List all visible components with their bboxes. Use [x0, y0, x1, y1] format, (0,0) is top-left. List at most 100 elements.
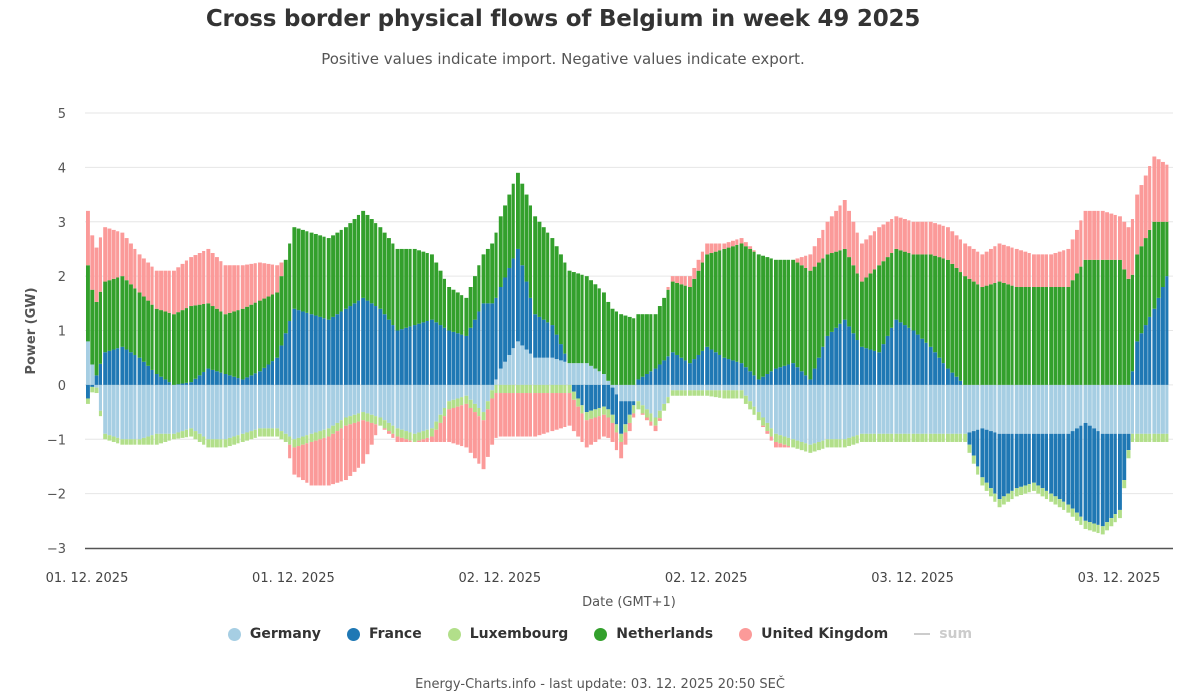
bar-germany[interactable] [877, 384, 882, 434]
bar-luxembourg[interactable] [262, 428, 267, 437]
bar-netherlands[interactable] [821, 258, 825, 347]
bar-united-kingdom[interactable] [503, 393, 507, 437]
bar-netherlands[interactable] [258, 300, 262, 372]
bar-netherlands[interactable] [107, 280, 112, 351]
bar-luxembourg[interactable] [1092, 523, 1097, 532]
bar-germany[interactable] [275, 384, 280, 429]
bar-united-kingdom[interactable] [1161, 161, 1165, 222]
bar-united-kingdom[interactable] [860, 243, 864, 282]
bar-united-kingdom[interactable] [623, 432, 628, 445]
bar-luxembourg[interactable] [1023, 485, 1028, 494]
bar-france[interactable] [713, 352, 718, 385]
bar-germany[interactable] [589, 365, 593, 385]
bar-germany[interactable] [202, 384, 206, 437]
bar-netherlands[interactable] [799, 265, 804, 372]
bar-netherlands[interactable] [765, 257, 770, 374]
bar-netherlands[interactable] [868, 273, 873, 350]
bar-united-kingdom[interactable] [232, 265, 237, 312]
bar-netherlands[interactable] [731, 246, 735, 361]
bar-luxembourg[interactable] [915, 433, 920, 442]
bar-netherlands[interactable] [864, 277, 869, 349]
bar-germany[interactable] [460, 384, 464, 398]
bar-luxembourg[interactable] [610, 414, 615, 423]
bar-germany[interactable] [662, 384, 667, 404]
bar-united-kingdom[interactable] [675, 276, 679, 283]
bar-germany[interactable] [1083, 384, 1088, 423]
bar-netherlands[interactable] [976, 284, 980, 385]
bar-germany[interactable] [309, 384, 314, 434]
bar-united-kingdom[interactable] [679, 276, 684, 285]
bar-germany[interactable] [516, 341, 520, 385]
bar-luxembourg[interactable] [451, 399, 456, 408]
bar-germany[interactable] [184, 384, 188, 430]
bar-luxembourg[interactable] [546, 384, 550, 394]
bar-luxembourg[interactable] [627, 414, 632, 423]
bar-luxembourg[interactable] [1096, 524, 1100, 534]
bar-netherlands[interactable] [825, 254, 830, 336]
bar-netherlands[interactable] [911, 254, 916, 331]
bar-netherlands[interactable] [559, 254, 563, 345]
bar-united-kingdom[interactable] [868, 235, 873, 274]
bar-netherlands[interactable] [954, 267, 959, 377]
bar-luxembourg[interactable] [184, 429, 188, 438]
bar-netherlands[interactable] [485, 248, 490, 304]
bar-luxembourg[interactable] [236, 435, 240, 444]
bar-luxembourg[interactable] [1032, 482, 1036, 491]
bar-netherlands[interactable] [752, 251, 756, 376]
bar-germany[interactable] [240, 384, 245, 434]
bar-netherlands[interactable] [227, 312, 232, 376]
bar-luxembourg[interactable] [804, 443, 808, 452]
bar-united-kingdom[interactable] [374, 424, 378, 436]
bar-luxembourg[interactable] [490, 390, 495, 399]
bar-netherlands[interactable] [507, 194, 512, 268]
bar-united-kingdom[interactable] [718, 243, 722, 251]
bar-france[interactable] [507, 267, 512, 355]
bar-netherlands[interactable] [477, 265, 481, 312]
bar-united-kingdom[interactable] [236, 265, 240, 311]
bar-germany[interactable] [967, 384, 972, 433]
bar-luxembourg[interactable] [679, 390, 684, 396]
bar-united-kingdom[interactable] [206, 248, 211, 304]
bar-germany[interactable] [1001, 384, 1006, 434]
bar-germany[interactable] [378, 384, 383, 418]
bar-united-kingdom[interactable] [808, 254, 813, 271]
bar-germany[interactable] [688, 384, 692, 391]
bar-netherlands[interactable] [438, 270, 443, 326]
bar-germany[interactable] [503, 361, 507, 385]
bar-netherlands[interactable] [700, 262, 704, 351]
bar-luxembourg[interactable] [877, 433, 882, 442]
bar-germany[interactable] [352, 384, 357, 415]
bar-france[interactable] [1118, 433, 1122, 510]
bar-france[interactable] [1044, 433, 1048, 491]
bar-germany[interactable] [563, 361, 567, 385]
bar-france[interactable] [176, 384, 181, 385]
bar-united-kingdom[interactable] [980, 254, 985, 288]
bar-netherlands[interactable] [829, 253, 834, 332]
bar-france[interactable] [546, 322, 550, 358]
bar-luxembourg[interactable] [576, 398, 581, 407]
bar-united-kingdom[interactable] [275, 265, 280, 293]
bar-germany[interactable] [769, 384, 773, 429]
bar-france[interactable] [288, 320, 292, 385]
bar-luxembourg[interactable] [395, 428, 400, 437]
bar-germany[interactable] [963, 384, 968, 434]
bar-france[interactable] [1036, 433, 1041, 486]
bar-united-kingdom[interactable] [559, 393, 563, 429]
bar-netherlands[interactable] [881, 261, 886, 345]
bar-netherlands[interactable] [1109, 259, 1114, 385]
bar-united-kingdom[interactable] [748, 246, 753, 249]
bar-united-kingdom[interactable] [184, 260, 188, 309]
bar-netherlands[interactable] [116, 277, 120, 349]
bar-france[interactable] [481, 303, 486, 385]
bar-united-kingdom[interactable] [576, 406, 581, 437]
bar-luxembourg[interactable] [215, 439, 219, 448]
bar-netherlands[interactable] [163, 311, 168, 380]
bar-netherlands[interactable] [662, 297, 667, 361]
bar-netherlands[interactable] [408, 248, 412, 327]
bar-germany[interactable] [395, 384, 400, 429]
bar-united-kingdom[interactable] [537, 393, 542, 436]
bar-france[interactable] [361, 297, 366, 385]
bar-united-kingdom[interactable] [481, 420, 486, 470]
bar-germany[interactable] [971, 384, 976, 432]
bar-netherlands[interactable] [554, 246, 559, 335]
